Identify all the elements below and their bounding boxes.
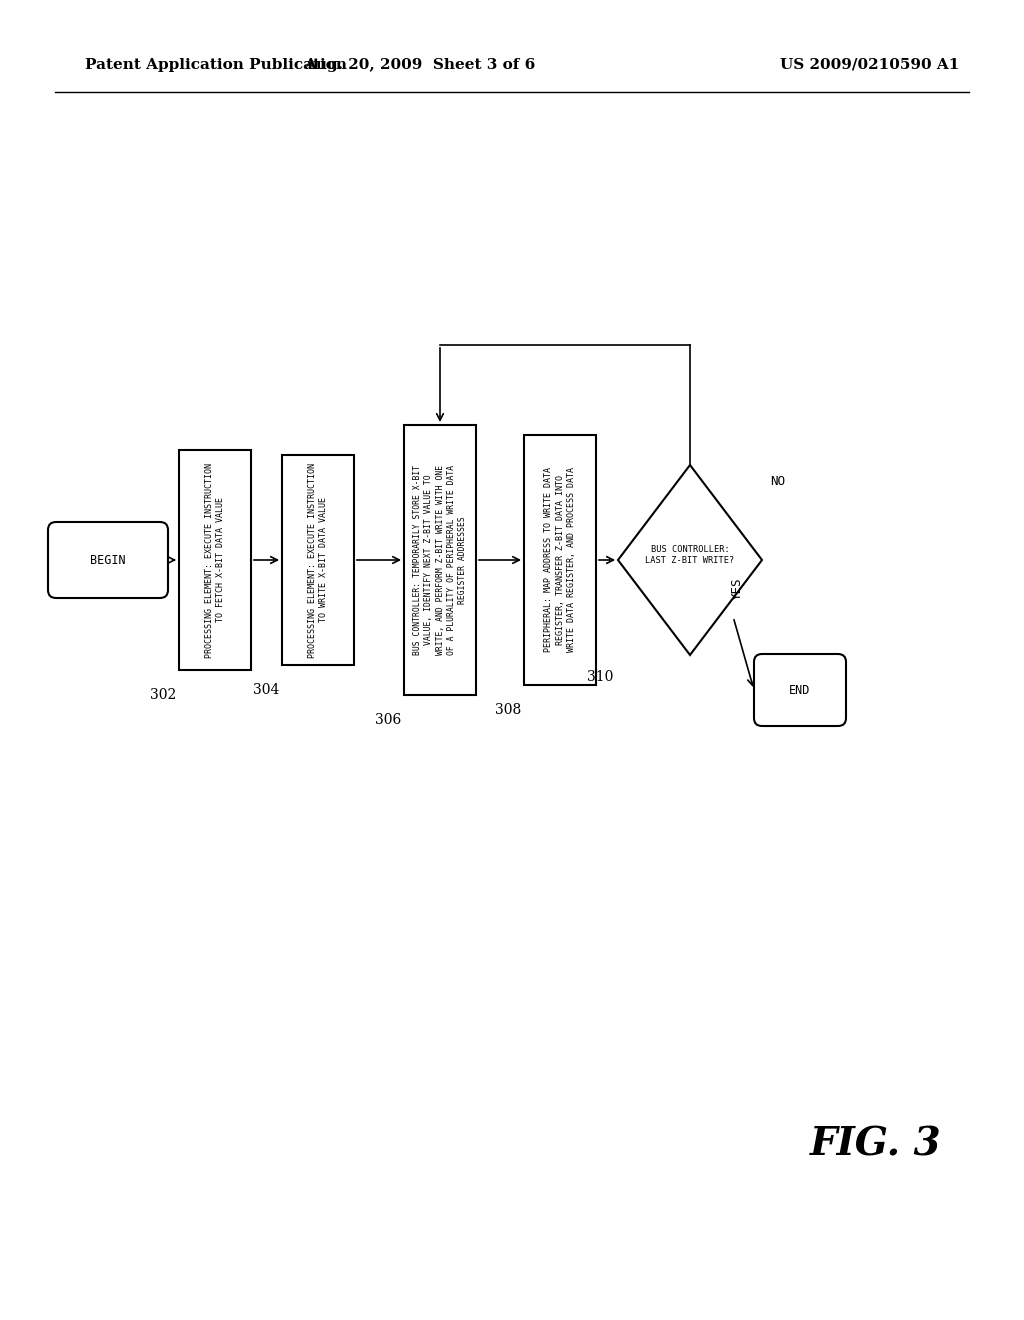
Text: END: END [790, 684, 811, 697]
Text: PERIPHERAL: MAP ADDRESS TO WRITE DATA
REGISTER, TRANSFER Z-BIT DATA INTO
WRITE D: PERIPHERAL: MAP ADDRESS TO WRITE DATA RE… [544, 467, 575, 652]
Polygon shape [618, 465, 762, 655]
Text: 302: 302 [150, 688, 176, 702]
Text: 304: 304 [253, 682, 279, 697]
Bar [524, 436, 596, 685]
Text: 308: 308 [495, 704, 521, 717]
Text: PROCESSING ELEMENT: EXECUTE INSTRUCTION
TO FETCH X-BIT DATA VALUE: PROCESSING ELEMENT: EXECUTE INSTRUCTION … [205, 462, 225, 657]
Text: BUS CONTROLLER:
LAST Z-BIT WRITE?: BUS CONTROLLER: LAST Z-BIT WRITE? [645, 545, 734, 565]
Text: BUS CONTROLLER: TEMPORARILY STORE X-BIT
VALUE, IDENTIFY NEXT Z-BIT VALUE TO
WRIT: BUS CONTROLLER: TEMPORARILY STORE X-BIT … [413, 465, 467, 655]
Bar [404, 425, 476, 696]
Bar [179, 450, 251, 671]
Bar [282, 455, 354, 665]
Text: 306: 306 [375, 713, 401, 727]
Text: FIG. 3: FIG. 3 [810, 1126, 942, 1164]
FancyBboxPatch shape [48, 521, 168, 598]
Text: Aug. 20, 2009  Sheet 3 of 6: Aug. 20, 2009 Sheet 3 of 6 [304, 58, 536, 73]
Text: YES: YES [731, 577, 744, 599]
Text: 310: 310 [587, 671, 613, 684]
Text: Patent Application Publication: Patent Application Publication [85, 58, 347, 73]
FancyBboxPatch shape [754, 653, 846, 726]
Text: PROCESSING ELEMENT: EXECUTE INSTRUCTION
TO WRITE X-BIT DATA VALUE: PROCESSING ELEMENT: EXECUTE INSTRUCTION … [308, 462, 329, 657]
Text: NO: NO [770, 475, 785, 488]
Text: BEGIN: BEGIN [90, 553, 126, 566]
Text: US 2009/0210590 A1: US 2009/0210590 A1 [780, 58, 959, 73]
